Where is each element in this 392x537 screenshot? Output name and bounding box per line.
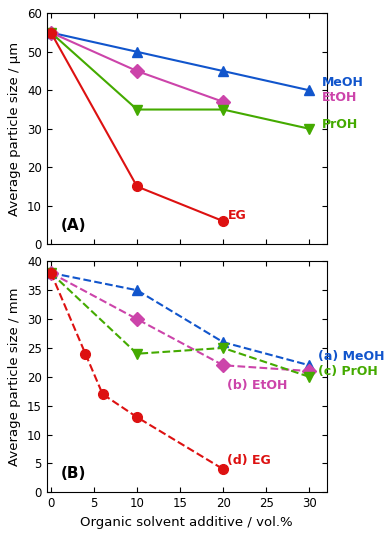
- Y-axis label: Average particle size / μm: Average particle size / μm: [8, 42, 21, 216]
- Text: (B): (B): [61, 466, 86, 481]
- Text: (a) MeOH: (a) MeOH: [318, 350, 385, 363]
- Text: MeOH: MeOH: [322, 76, 364, 89]
- Text: EG: EG: [227, 209, 246, 222]
- Text: (b) EtOH: (b) EtOH: [227, 379, 288, 392]
- Text: (d) EG: (d) EG: [227, 454, 271, 467]
- X-axis label: Organic solvent additive / vol.%: Organic solvent additive / vol.%: [80, 516, 293, 528]
- Text: (A): (A): [61, 217, 86, 233]
- Text: PrOH: PrOH: [322, 119, 358, 132]
- Text: EtOH: EtOH: [322, 91, 358, 105]
- Y-axis label: Average particle size / mm: Average particle size / mm: [8, 287, 21, 466]
- Text: (c) PrOH: (c) PrOH: [318, 365, 377, 378]
